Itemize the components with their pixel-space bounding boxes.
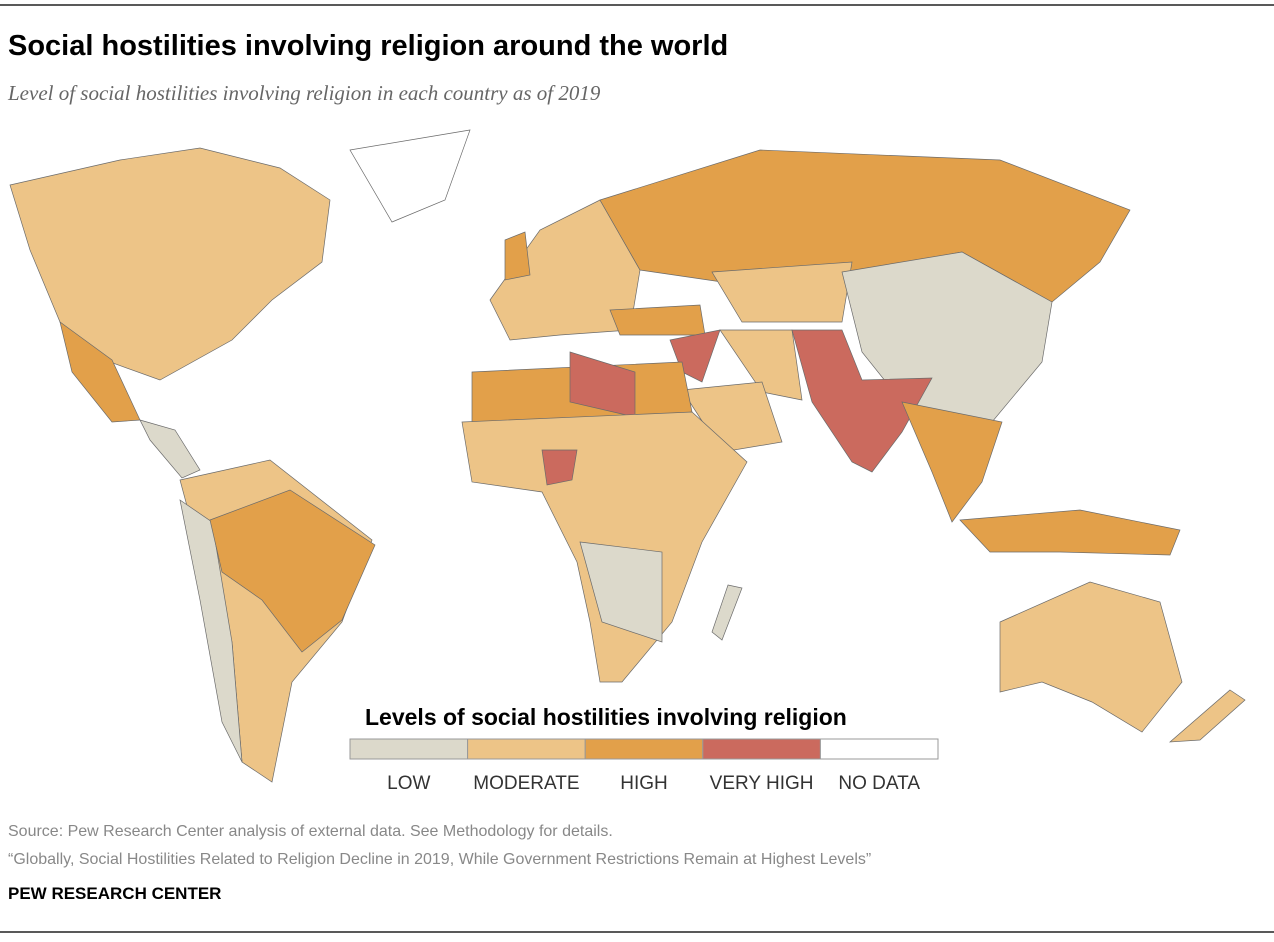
- report-note: “Globally, Social Hostilities Related to…: [8, 851, 871, 868]
- world-map: [9, 129, 1246, 783]
- south-asia: [791, 329, 933, 473]
- iran: [719, 329, 803, 401]
- greenland: [349, 129, 471, 223]
- mexico: [59, 321, 141, 423]
- australia: [999, 581, 1183, 733]
- europe: [489, 199, 641, 341]
- legend-swatch: [819, 738, 939, 760]
- legend-label: MODERATE: [473, 773, 579, 794]
- legend-label: LOW: [387, 773, 430, 794]
- brazil: [209, 489, 376, 653]
- southern-africa: [579, 541, 663, 643]
- north-america: [9, 147, 331, 381]
- central-america: [139, 419, 201, 479]
- nigeria: [541, 449, 578, 486]
- turkey: [609, 304, 706, 336]
- southeast-asia: [901, 401, 1003, 523]
- new-zealand: [1168, 689, 1246, 743]
- legend-label: VERY HIGH: [710, 773, 814, 794]
- legend-label: HIGH: [620, 773, 668, 794]
- central-asia: [711, 261, 853, 323]
- legend-title: Levels of social hostilities involving r…: [365, 704, 847, 730]
- legend-swatch: [467, 738, 586, 760]
- legend-swatch: [702, 738, 821, 760]
- uk: [504, 231, 531, 281]
- subtitle: Level of social hostilities involving re…: [7, 81, 601, 105]
- legend-label: NO DATA: [838, 773, 920, 794]
- madagascar: [711, 584, 743, 641]
- title: Social hostilities involving religion ar…: [8, 30, 728, 62]
- legend-swatch: [584, 738, 704, 760]
- legend: LOW MODERATE HIGH VERY HIGH NO DATA: [349, 738, 939, 794]
- legend-swatch: [349, 738, 469, 760]
- brand: PEW RESEARCH CENTER: [8, 884, 221, 903]
- indonesia: [959, 509, 1181, 556]
- source-note: Source: Pew Research Center analysis of …: [8, 823, 613, 840]
